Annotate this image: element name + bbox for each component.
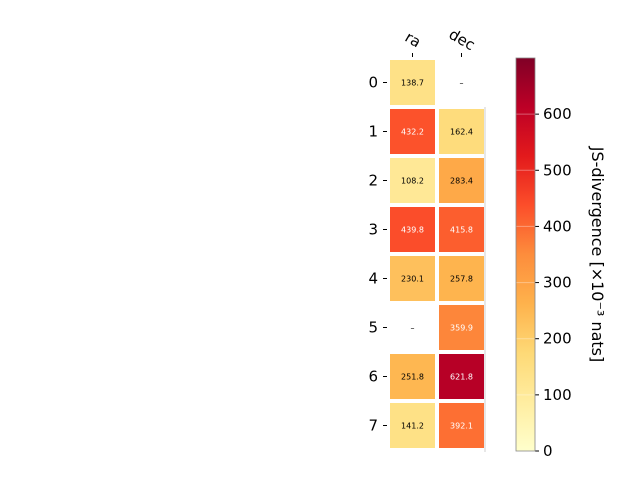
row-label: 2: [368, 172, 378, 190]
heatmap-cell-missing: –: [460, 79, 464, 88]
heatmap-cell-label: 432.2: [401, 128, 424, 137]
heatmap-cell: [389, 402, 436, 449]
heatmap-cell: [438, 108, 485, 155]
row-label: 7: [368, 417, 378, 435]
heatmap-cell-label: 415.8: [450, 226, 473, 235]
heatmap-cell: [438, 255, 485, 302]
heatmap-cell-missing: –: [411, 324, 415, 333]
heatmap-cell: [389, 59, 436, 106]
colorbar: 0 100 200 300 400 500 600 JS-divergence [×10⁻³ …: [515, 57, 607, 460]
row-label: 1: [368, 123, 378, 141]
heatmap-cell-label: 251.8: [401, 373, 424, 382]
colorbar-tick-label: 200: [543, 330, 572, 348]
heatmap-cell: [389, 108, 436, 155]
heatmap-cell: [389, 157, 436, 204]
heatmap-cell-label: 359.9: [450, 324, 473, 333]
row-label: 3: [368, 221, 378, 239]
row-label: 6: [368, 368, 378, 386]
colorbar-gradient: [516, 58, 535, 451]
colorbar-tick-label: 500: [543, 161, 572, 179]
heatmap-cells: 138.7 – 432.2 162.4 108.2 283.4 439.8 415.8 230.…: [389, 59, 485, 449]
colorbar-tick-label: 100: [543, 386, 572, 404]
heatmap-cell: [438, 402, 485, 449]
heatmap-cell-label: 138.7: [401, 79, 424, 88]
heatmap-cell-label: 439.8: [401, 226, 424, 235]
colorbar-tick-label: 400: [543, 217, 572, 235]
heatmap-cell-label: 141.2: [401, 422, 424, 431]
colorbar-tick-label: 0: [543, 442, 553, 460]
heatmap-cell-label: 230.1: [401, 275, 424, 284]
heatmap-cell-label: 392.1: [450, 422, 473, 431]
heatmap-cell: [389, 206, 436, 253]
colorbar-frame: [515, 57, 536, 452]
heatmap-cell: [438, 304, 485, 351]
heatmap-cell-label: 257.8: [450, 275, 473, 284]
colorbar-tick-label: 300: [543, 274, 572, 292]
heatmap-cell: [438, 206, 485, 253]
colorbar-tick-label: 600: [543, 105, 572, 123]
heatmap-cell: [438, 157, 485, 204]
heatmap-cell-label: 621.8: [450, 373, 473, 382]
column-label: ra: [402, 28, 424, 51]
heatmap-cell: [389, 255, 436, 302]
row-label: 5: [368, 319, 378, 337]
heatmap-cell: [389, 353, 436, 400]
heatmap-cell-label: 162.4: [450, 128, 473, 137]
heatmap-cell-label: 283.4: [450, 177, 473, 186]
heatmap-cell-label: 108.2: [401, 177, 424, 186]
column-label: dec: [446, 25, 478, 54]
row-label: 0: [368, 74, 378, 92]
heatmap-cell: [438, 353, 485, 400]
colorbar-label: JS-divergence [×10⁻³ nats]: [588, 146, 607, 362]
row-label: 4: [368, 270, 378, 288]
